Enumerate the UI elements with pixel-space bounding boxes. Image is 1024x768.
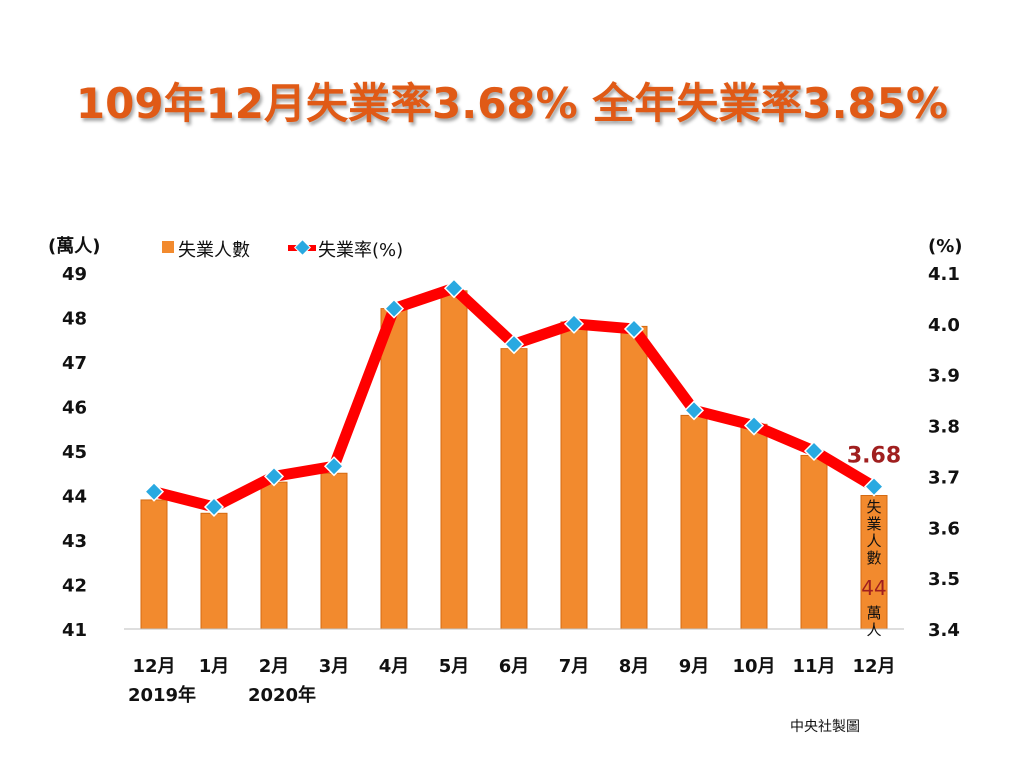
last-count-label-char-2: 人 bbox=[866, 532, 881, 550]
right-tick-label-2: 3.6 bbox=[928, 518, 960, 539]
right-tick-label-6: 4.0 bbox=[928, 315, 960, 336]
left-tick-label-2: 43 bbox=[62, 531, 87, 552]
x-tick-label-11: 11月 bbox=[792, 656, 835, 677]
x-tick-label-1: 1月 bbox=[199, 656, 230, 677]
bar-0 bbox=[140, 499, 168, 630]
rate-marker-1 bbox=[203, 496, 225, 518]
rate-marker-9 bbox=[683, 400, 705, 421]
last-count-label-char-1: 業 bbox=[866, 515, 881, 533]
last-count-label-char-0: 失 bbox=[866, 498, 881, 516]
left-tick-label-8: 49 bbox=[62, 264, 87, 285]
bar-12 bbox=[860, 495, 888, 630]
x-year-label-2: 2020年 bbox=[248, 684, 316, 706]
left-tick-label-4: 45 bbox=[62, 442, 87, 463]
rate-marker-4 bbox=[383, 298, 405, 319]
x-tick-label-0: 12月 bbox=[132, 656, 175, 677]
bar-10 bbox=[740, 423, 768, 630]
legend: 失業人數 失業率(%) bbox=[162, 239, 403, 261]
left-tick-label-7: 48 bbox=[62, 309, 87, 330]
bar-11 bbox=[800, 454, 828, 630]
bar-4 bbox=[380, 308, 408, 630]
x-tick-label-4: 4月 bbox=[379, 656, 410, 677]
x-tick-label-5: 5月 bbox=[439, 656, 470, 677]
rate-marker-6 bbox=[503, 334, 525, 355]
x-tick-label-9: 9月 bbox=[679, 656, 710, 677]
last-count-label-char-3: 數 bbox=[866, 549, 881, 567]
x-tick-label-10: 10月 bbox=[732, 656, 775, 677]
rate-marker-10 bbox=[743, 415, 765, 436]
last-count-unit-char-1: 人 bbox=[866, 621, 881, 639]
legend-marker-swatch bbox=[294, 239, 311, 256]
rate-marker-5 bbox=[443, 278, 465, 299]
page-title: 109年12月失業率3.68% 全年失業率3.85% bbox=[75, 79, 949, 128]
bar-3 bbox=[320, 472, 348, 630]
last-count-unit-char-0: 萬 bbox=[866, 604, 881, 622]
bar-8 bbox=[620, 325, 648, 630]
rate-marker-12 bbox=[863, 476, 885, 497]
right-tick-label-0: 3.4 bbox=[928, 620, 960, 641]
rate-marker-7 bbox=[563, 313, 585, 334]
rate-marker-2 bbox=[263, 466, 285, 487]
legend-bar-label: 失業人數 bbox=[178, 240, 250, 261]
last-count-value: 44 bbox=[861, 576, 886, 600]
x-tick-label-8: 8月 bbox=[619, 656, 650, 677]
last-rate-label: 3.68 bbox=[847, 444, 901, 469]
legend-bar-swatch bbox=[162, 241, 174, 253]
left-tick-label-6: 47 bbox=[62, 353, 87, 374]
x-tick-label-6: 6月 bbox=[499, 656, 530, 677]
right-tick-label-1: 3.5 bbox=[928, 569, 960, 590]
bar-9 bbox=[680, 414, 708, 630]
left-tick-label-5: 46 bbox=[62, 398, 87, 419]
rate-marker-3 bbox=[323, 456, 345, 477]
right-axis-unit: (%) bbox=[928, 236, 963, 257]
left-tick-label-0: 41 bbox=[62, 620, 87, 641]
right-tick-label-4: 3.8 bbox=[928, 417, 960, 438]
left-axis-unit: (萬人) bbox=[48, 236, 100, 257]
legend-line-label: 失業率(%) bbox=[318, 240, 403, 261]
right-tick-label-3: 3.7 bbox=[928, 467, 960, 488]
bar-6 bbox=[500, 348, 528, 630]
x-tick-label-7: 7月 bbox=[559, 656, 590, 677]
bar-5 bbox=[440, 290, 468, 630]
markers-layer bbox=[143, 278, 885, 518]
bar-2 bbox=[260, 481, 288, 630]
bars-layer bbox=[140, 290, 888, 630]
left-tick-label-1: 42 bbox=[62, 576, 87, 597]
rate-marker-8 bbox=[623, 318, 645, 340]
bar-7 bbox=[560, 321, 588, 630]
x-tick-label-12: 12月 bbox=[852, 656, 895, 677]
rate-marker-11 bbox=[803, 440, 825, 462]
right-tick-label-7: 4.1 bbox=[928, 264, 960, 285]
x-tick-label-2: 2月 bbox=[259, 656, 290, 677]
axes-layer: 41 42 43 44 45 46 47 48 49 3.4 3.5 3.6 3.7 3.8 3.9 4.0 4… bbox=[62, 264, 960, 706]
right-tick-label-5: 3.9 bbox=[928, 366, 960, 387]
x-year-label-0: 2019年 bbox=[128, 684, 196, 706]
left-tick-label-3: 44 bbox=[62, 487, 87, 508]
credit-text: 中央社製圖 bbox=[790, 719, 860, 735]
bar-1 bbox=[200, 512, 228, 630]
rate-marker-0 bbox=[143, 481, 165, 502]
x-tick-label-3: 3月 bbox=[319, 656, 350, 677]
